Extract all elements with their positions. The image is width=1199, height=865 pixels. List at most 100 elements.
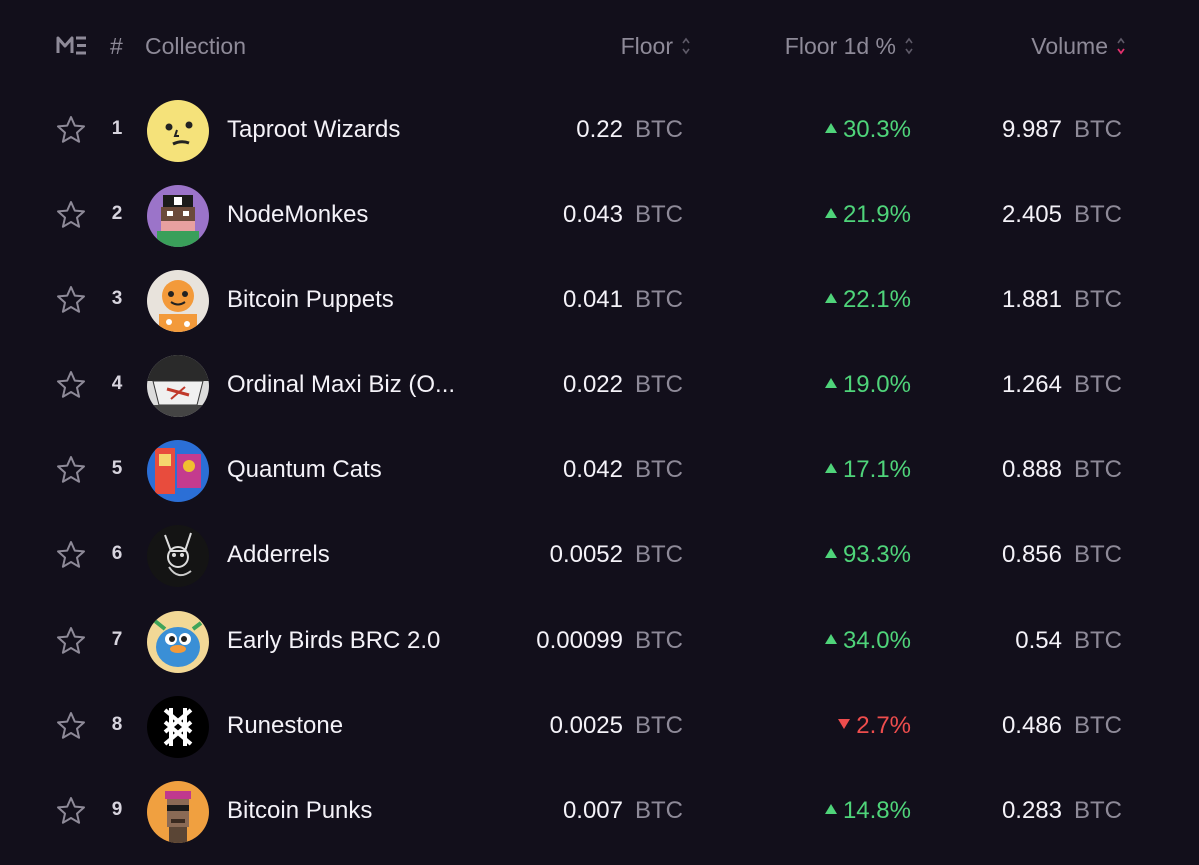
- arrow-up-icon: [824, 548, 837, 559]
- volume-unit: BTC: [1074, 371, 1122, 399]
- volume-value: 9.987: [1001, 116, 1062, 143]
- floor-unit: BTC: [635, 201, 683, 229]
- volume-header-label: Volume: [1031, 33, 1108, 59]
- floor-change-value: 17.1%: [842, 456, 911, 484]
- star-favorite-icon[interactable]: [55, 454, 87, 486]
- floor-price: 0.042 BTC: [563, 456, 683, 484]
- rank-number: 7: [111, 628, 123, 650]
- volume-value: 0.486: [1001, 711, 1062, 739]
- floor-unit: BTC: [635, 626, 683, 654]
- volume: 1.264 BTC: [1002, 371, 1122, 399]
- runestone-avatar[interactable]: [147, 695, 209, 758]
- bitcoin-puppets-avatar[interactable]: [147, 270, 209, 333]
- early-birds-avatar[interactable]: [147, 610, 209, 673]
- collection-name[interactable]: Bitcoin Punks: [227, 796, 373, 824]
- floor-1d-sort-header[interactable]: Floor 1d %: [785, 30, 914, 62]
- floor-value: 0.022: [562, 371, 623, 399]
- bitcoin-punks-avatar[interactable]: [147, 780, 209, 843]
- volume-value: 0.283: [1001, 796, 1062, 824]
- collection-name[interactable]: Quantum Cats: [227, 456, 382, 484]
- table-row[interactable]: 3 Bitcoin Puppets 0.041 BTC 22.1% 1.881 BT…: [0, 258, 1199, 343]
- star-favorite-icon[interactable]: [55, 625, 87, 657]
- floor-change: 34.0%: [824, 626, 911, 655]
- floor-value: 0.041: [562, 286, 623, 314]
- floor-change-value: 93.3%: [842, 541, 911, 569]
- floor-price: 0.0025 BTC: [550, 712, 683, 740]
- table-row[interactable]: 9 Bitcoin Punks 0.007 BTC 14.8% 0.283 BTC: [0, 769, 1199, 854]
- floor-price: 0.22 BTC: [576, 116, 683, 144]
- collection-name[interactable]: Bitcoin Puppets: [227, 286, 394, 314]
- floor-value: 0.0025: [549, 711, 623, 739]
- volume-unit: BTC: [1074, 201, 1122, 229]
- arrow-up-icon: [824, 463, 837, 474]
- table-row[interactable]: 5 Quantum Cats 0.042 BTC 17.1% 0.888 BTC: [0, 428, 1199, 513]
- floor-value: 0.043: [562, 201, 623, 229]
- volume: 9.987 BTC: [1002, 116, 1122, 144]
- floor-price: 0.043 BTC: [563, 201, 683, 229]
- volume-sort-header[interactable]: Volume: [1031, 30, 1126, 62]
- floor-change: 17.1%: [824, 456, 911, 484]
- collection-name[interactable]: Early Birds BRC 2.0: [227, 626, 441, 654]
- floor-unit: BTC: [635, 371, 683, 399]
- floor-unit: BTC: [635, 456, 683, 484]
- adderrels-avatar[interactable]: [147, 525, 209, 588]
- star-favorite-icon[interactable]: [55, 284, 87, 316]
- arrow-up-icon: [824, 378, 837, 389]
- volume: 0.486 BTC: [1002, 712, 1122, 740]
- sort-icon: [904, 35, 914, 57]
- floor-unit: BTC: [635, 796, 683, 824]
- floor-change: 19.0%: [824, 371, 911, 399]
- volume-value: 1.264: [1001, 371, 1062, 399]
- table-row[interactable]: 8 Runestone 0.0025 BTC 2.7% 0.486 BTC: [0, 684, 1199, 769]
- arrow-down-icon: [838, 718, 851, 729]
- volume: 0.856 BTC: [1002, 541, 1122, 569]
- floor-value: 0.22: [576, 116, 623, 143]
- table-row[interactable]: 1 Taproot Wizards 0.22 BTC 30.3% 9.987 BTC: [0, 88, 1199, 173]
- rank-header: #: [110, 33, 123, 59]
- table-header: # Collection Floor Floor 1d % Volume: [0, 0, 1199, 92]
- collection-name[interactable]: NodeMonkes: [227, 201, 369, 229]
- rank-number: 2: [111, 203, 123, 225]
- quantum-cats-avatar[interactable]: [147, 440, 209, 503]
- arrow-up-icon: [824, 208, 837, 219]
- collection-name[interactable]: Taproot Wizards: [227, 116, 401, 143]
- volume-value: 0.54: [1015, 626, 1062, 654]
- taproot-wizards-avatar[interactable]: [147, 100, 209, 162]
- rank-number: 1: [111, 118, 123, 139]
- collection-name[interactable]: Ordinal Maxi Biz (O...: [227, 371, 456, 399]
- collection-name[interactable]: Adderrels: [227, 541, 330, 569]
- star-favorite-icon[interactable]: [55, 114, 87, 146]
- floor-price: 0.041 BTC: [563, 286, 683, 314]
- rank-number: 6: [111, 543, 123, 565]
- collection-name[interactable]: Runestone: [227, 711, 344, 739]
- table-row[interactable]: 6 Adderrels 0.0052 BTC 93.3% 0.856 BTC: [0, 513, 1199, 598]
- table-row[interactable]: 7 Early Birds BRC 2.0 0.00099 BTC 34.0% 0…: [0, 599, 1199, 684]
- volume-unit: BTC: [1074, 541, 1122, 569]
- star-favorite-icon[interactable]: [55, 710, 87, 742]
- star-favorite-icon[interactable]: [55, 199, 87, 231]
- star-favorite-icon[interactable]: [55, 539, 87, 571]
- nodemonkes-avatar[interactable]: [147, 185, 209, 248]
- floor-change: 21.9%: [824, 201, 911, 229]
- table-row[interactable]: 2 NodeMonkes 0.043 BTC 21.9% 2.405 BTC: [0, 173, 1199, 258]
- floor-price: 0.022 BTC: [563, 371, 683, 399]
- volume: 0.283 BTC: [1002, 797, 1122, 825]
- floor-change-value: 22.1%: [842, 286, 911, 314]
- floor-price: 0.0052 BTC: [550, 541, 683, 569]
- floor-change-value: 19.0%: [842, 371, 911, 399]
- volume: 1.881 BTC: [1002, 286, 1122, 314]
- rank-number: 9: [111, 798, 123, 820]
- floor-sort-header[interactable]: Floor: [621, 30, 691, 62]
- volume-value: 1.881: [1001, 286, 1062, 314]
- rank-number: 3: [111, 288, 123, 310]
- floor-price: 0.007 BTC: [563, 797, 683, 825]
- volume-unit: BTC: [1074, 456, 1122, 484]
- star-favorite-icon[interactable]: [55, 795, 87, 827]
- arrow-up-icon: [824, 803, 837, 814]
- star-favorite-icon[interactable]: [55, 369, 87, 401]
- table-row[interactable]: 4 Ordinal Maxi Biz (O... 0.022 BTC 19.0% …: [0, 343, 1199, 428]
- floor-change: 93.3%: [824, 541, 911, 569]
- ordinal-maxi-biz-avatar[interactable]: [147, 355, 209, 418]
- floor-change-value: 34.0%: [842, 626, 911, 654]
- volume-value: 0.856: [1001, 541, 1062, 569]
